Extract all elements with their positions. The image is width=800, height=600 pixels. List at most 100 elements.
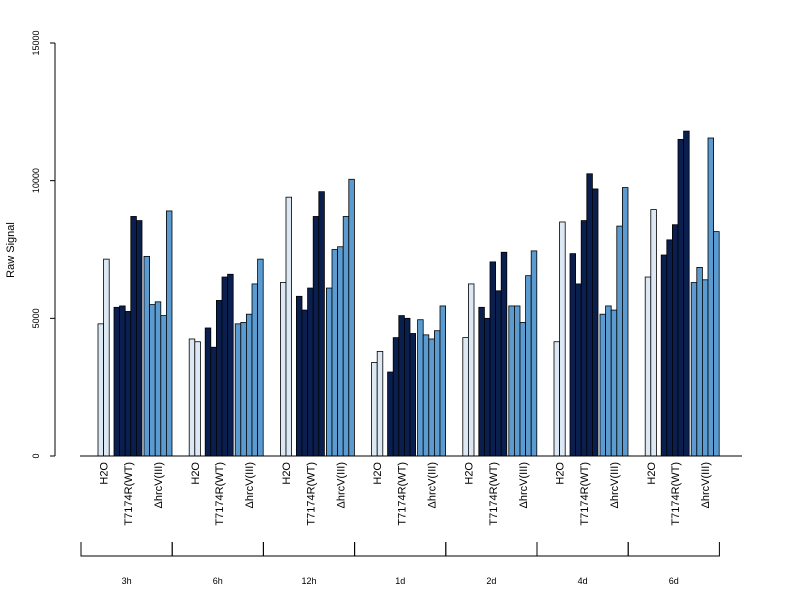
bar: [530, 250, 538, 457]
bar: [307, 287, 314, 457]
time-bracket: [354, 542, 447, 557]
bar: [483, 317, 491, 457]
treatment-label: T7174R(WT): [397, 462, 409, 526]
bar: [439, 305, 446, 457]
bar: [580, 220, 588, 457]
bar: [160, 315, 167, 457]
bar: [325, 287, 333, 457]
bar: [97, 323, 104, 457]
bar: [337, 246, 344, 457]
y-tick-label: 15000: [31, 30, 41, 55]
bar: [569, 253, 576, 457]
time-label: 2d: [486, 576, 496, 586]
bar: [124, 311, 132, 457]
time-bracket: [445, 542, 538, 557]
time-bracket: [262, 542, 356, 557]
treatment-label: H2O: [463, 462, 475, 485]
y-axis-title: Raw Signal: [5, 222, 17, 278]
bar: [519, 322, 526, 457]
bar: [508, 305, 515, 457]
y-tick-label: 5000: [31, 308, 41, 328]
treatment-label: H2O: [281, 462, 293, 485]
bar: [478, 306, 485, 457]
bar: [113, 306, 120, 457]
time-brackets: 3h 6h 12h 1d 2d 4d 6d: [80, 542, 720, 586]
bar: [500, 251, 508, 457]
bar: [135, 220, 143, 457]
bar: [514, 305, 521, 457]
treatment-label: H2O: [372, 462, 384, 485]
bar: [188, 338, 196, 457]
bar: [677, 138, 684, 457]
bar: [403, 317, 411, 457]
bar: [392, 337, 400, 457]
bar: [318, 191, 325, 457]
bar: [428, 338, 435, 457]
bar: [525, 275, 532, 457]
bar: [707, 137, 714, 457]
bar: [215, 300, 223, 457]
treatment-label: H2O: [646, 462, 658, 485]
time-bracket: [536, 542, 629, 557]
treatment-label: ΔhrcV(III): [153, 462, 165, 508]
bar: [312, 216, 320, 457]
bar: [622, 187, 629, 457]
treatment-label: ΔhrcV(III): [518, 462, 530, 508]
bar: [489, 261, 496, 457]
y-tick-label: 10000: [31, 168, 41, 193]
time-label: 12h: [301, 576, 316, 586]
treatment-label: T7174R(WT): [305, 462, 317, 526]
bar: [650, 209, 657, 457]
bar: [660, 254, 668, 457]
bar: [342, 216, 350, 457]
bar: [672, 224, 679, 457]
time-label: 3h: [122, 576, 132, 586]
bar: [586, 173, 593, 457]
bar: [119, 305, 126, 457]
bar: [467, 283, 475, 457]
time-label: 6h: [213, 576, 223, 586]
time-label: 6d: [669, 576, 679, 586]
treatment-labels: H2O T7174R(WT) ΔhrcV(III) H2O T7174R(WT) Δhrc…: [99, 462, 713, 526]
bar: [702, 279, 709, 457]
bar: [227, 273, 234, 457]
bar: [398, 315, 405, 457]
bar: [417, 319, 424, 457]
bar: [285, 196, 292, 457]
y-axis: 0 5000 10000 15000: [31, 30, 56, 459]
treatment-label: T7174R(WT): [670, 462, 682, 526]
bar: [204, 327, 212, 457]
bar: [143, 255, 150, 457]
bar: [301, 309, 308, 457]
treatment-label: ΔhrcV(III): [609, 462, 621, 508]
bar: [331, 249, 338, 457]
bar: [295, 295, 303, 457]
treatment-label: H2O: [99, 462, 111, 485]
treatment-label: T7174R(WT): [579, 462, 591, 526]
treatment-label: H2O: [555, 462, 567, 485]
bar: [221, 276, 228, 457]
bar: [616, 225, 623, 457]
time-bracket: [80, 542, 173, 557]
bar: [495, 290, 502, 457]
bar: [683, 130, 690, 457]
treatment-label: ΔhrcV(III): [244, 462, 256, 508]
bar: [610, 309, 618, 457]
bar: [149, 304, 156, 457]
bar: [103, 258, 110, 457]
bar: [194, 341, 201, 457]
bar: [130, 216, 137, 457]
bar: [371, 361, 378, 457]
bar: [210, 346, 217, 457]
bar: [433, 330, 441, 457]
bar: [251, 283, 258, 457]
treatment-label: ΔhrcV(III): [700, 462, 712, 508]
bar: [605, 305, 612, 457]
bar: [240, 322, 247, 457]
bar: [575, 283, 582, 457]
y-tick-label: 0: [31, 453, 41, 458]
bar: [279, 282, 287, 457]
bar: [592, 188, 599, 457]
treatment-label: ΔhrcV(III): [335, 462, 347, 508]
